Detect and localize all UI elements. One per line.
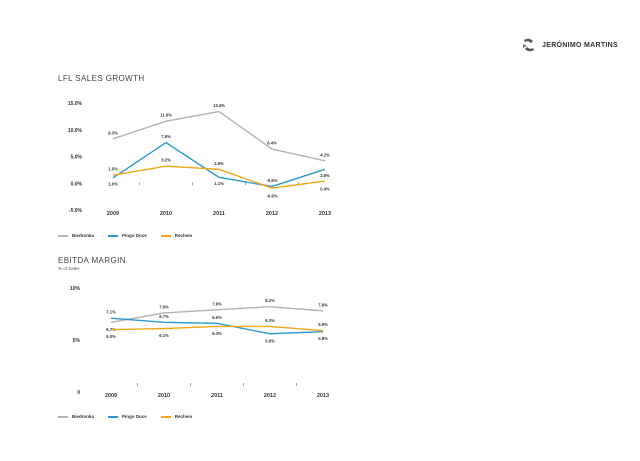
legend-label: Recheio	[174, 414, 193, 419]
legend-item-recheio: Recheio	[160, 233, 193, 238]
legend-item-biedronka: Biedronka	[58, 233, 94, 238]
legend-label: Biedronka	[72, 414, 95, 419]
data-label: -0.9%	[267, 194, 278, 199]
legend-item-pingo-doce: Pingo Doce	[108, 233, 147, 238]
data-label: 6.3%	[212, 331, 222, 336]
legend-swatch	[58, 234, 68, 237]
data-label: 0.4%	[320, 187, 330, 192]
chart-2-subtitle: % of Sales	[58, 266, 80, 271]
data-label: 11.6%	[160, 113, 172, 118]
x-tick-label: 2011	[213, 211, 225, 217]
x-tick-label: 2010	[158, 393, 170, 399]
x-tick-label: 2011	[211, 393, 223, 399]
lfl-sales-growth-chart: 15.0% 10.0% 5.0% 0.0% -5.0% 2009 2010 2011 2012 2…	[68, 101, 331, 217]
x-tick-label: 2012	[266, 211, 278, 217]
data-label: 6.1%	[159, 333, 169, 338]
chart-1-legend: Biedronka Pingo Doce Recheio	[58, 233, 192, 238]
chart-1-title: LFL SALES GROWTH	[58, 74, 145, 83]
data-label: 13.4%	[213, 103, 225, 108]
y-tick-label: 0	[77, 390, 80, 396]
x-tick-label: 2010	[160, 211, 172, 217]
legend-item-pingo-doce: Pingo Doce	[108, 414, 147, 419]
brand-logo: JERÓNIMO MARTINS	[521, 38, 618, 52]
data-label: 5.8%	[318, 336, 328, 341]
ebitda-margin-chart: 10% 5% 0 2009 2010 2011 2012 2013 6.7% 7.6% 7.9% 8.…	[70, 286, 329, 399]
data-label: 3.2%	[161, 158, 171, 163]
y-tick-label: 5%	[73, 338, 81, 344]
data-label: 6.0%	[106, 334, 116, 339]
data-label: 7.9%	[212, 301, 222, 306]
legend-swatch	[160, 234, 171, 237]
data-label: 8.2%	[265, 298, 275, 303]
data-label: 5.9%	[318, 322, 328, 327]
y-tick-label: 5.0%	[71, 155, 83, 161]
series-line-pingo-doce	[112, 141, 326, 188]
legend-swatch	[108, 234, 119, 237]
data-label: 1.5%	[108, 167, 118, 172]
legend-swatch	[108, 415, 119, 418]
chart-2-title: EBITDA MARGIN	[58, 256, 126, 265]
data-label: 6.3%	[265, 318, 275, 323]
y-tick-label: -5.0%	[69, 208, 83, 214]
chart-2-legend: Biedronka Pingo Doce Recheio	[58, 414, 192, 419]
data-label: 5.6%	[265, 338, 275, 343]
data-label: 1.1%	[214, 181, 224, 186]
x-tick-label: 2013	[319, 211, 331, 217]
data-label: 4.2%	[320, 152, 330, 157]
data-label: 2.6%	[320, 173, 330, 178]
x-tick-label: 2013	[317, 393, 329, 399]
data-label: 7.6%	[161, 134, 171, 139]
x-tick-label: 2009	[107, 211, 119, 217]
series-line-biedronka	[110, 306, 324, 324]
legend-label: Pingo Doce	[122, 233, 147, 238]
series-line-recheio	[110, 325, 324, 332]
brand-name: JERÓNIMO MARTINS	[542, 41, 618, 49]
data-label: 6.7%	[159, 314, 169, 319]
legend-label: Pingo Doce	[122, 414, 147, 419]
legend-swatch	[160, 415, 171, 418]
data-label: 8.3%	[108, 130, 118, 135]
data-label: 7.8%	[318, 302, 328, 307]
legend-item-recheio: Recheio	[160, 414, 193, 419]
brand-mark-icon	[523, 38, 535, 52]
y-tick-label: 10%	[70, 286, 81, 292]
y-tick-label: 10.0%	[68, 128, 83, 134]
data-label: -0.6%	[267, 178, 278, 183]
x-tick-label: 2012	[264, 393, 276, 399]
legend-item-biedronka: Biedronka	[58, 414, 94, 419]
y-tick-label: 0.0%	[71, 181, 83, 187]
data-label: 1.0%	[108, 181, 118, 186]
y-tick-label: 15.0%	[68, 101, 83, 107]
series-line-pingo-doce	[110, 317, 324, 335]
data-label: 2.6%	[214, 161, 224, 166]
data-label: 6.6%	[212, 315, 222, 320]
x-tick-label: 2009	[105, 393, 117, 399]
legend-label: Recheio	[174, 233, 193, 238]
data-label: 7.6%	[159, 304, 169, 309]
legend-label: Biedronka	[72, 233, 95, 238]
series-line-biedronka	[112, 110, 326, 162]
data-label: 7.1%	[106, 310, 116, 315]
series-line-recheio	[112, 165, 326, 189]
data-label: 6.4%	[267, 141, 277, 146]
legend-swatch	[58, 415, 68, 418]
